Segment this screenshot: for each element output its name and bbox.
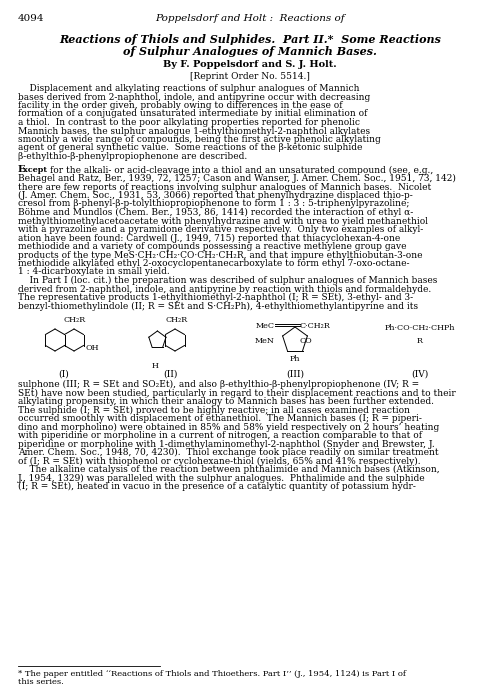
Text: The alkaline catalysis of the reaction between phthalimide and Mannich bases (At: The alkaline catalysis of the reaction b… (18, 465, 440, 474)
Text: (III): (III) (286, 370, 304, 379)
Text: with piperidine or morpholine in a current of nitrogen, a reaction comparable to: with piperidine or morpholine in a curre… (18, 431, 422, 440)
Text: products of the type MeS·CH₂·CH₂·CO·CH₂·CH₂R, and that impure ethylthiobutan-3-o: products of the type MeS·CH₂·CH₂·CO·CH₂·… (18, 251, 422, 260)
Text: 1 : 4-dicarboxylate in small yield.: 1 : 4-dicarboxylate in small yield. (18, 267, 170, 276)
Text: formation of a conjugated unsaturated intermediate by initial elimination of: formation of a conjugated unsaturated in… (18, 109, 368, 118)
Text: The representative products 1-ethylthiomethyl-2-naphthol (I; R = SEt), 3-ethyl- : The representative products 1-ethylthiom… (18, 293, 413, 302)
Text: ation have been found: Cardwell (J., 1949, 715) reported that thiacyclohexan-4-o: ation have been found: Cardwell (J., 194… (18, 233, 400, 243)
Text: dino and morpholino) were obtained in 85% and 58% yield respectively on 2 hours’: dino and morpholino) were obtained in 85… (18, 422, 440, 432)
Text: methiodide and a variety of compounds possessing a reactive methylene group gave: methiodide and a variety of compounds po… (18, 242, 406, 251)
Text: derived from 2-naphthol, indole, and antipyrine by reaction with thiols and form: derived from 2-naphthol, indole, and ant… (18, 285, 431, 294)
Text: for the alkali- or acid-cleavage into a thiol and an unsaturated compound (see, : for the alkali- or acid-cleavage into a … (50, 166, 433, 175)
Text: [Reprint Order No. 5514.]: [Reprint Order No. 5514.] (190, 72, 310, 81)
Text: CH₂R: CH₂R (166, 316, 188, 324)
Text: J., 1954, 1329) was paralleled with the sulphur analogues.  Phthalimide and the : J., 1954, 1329) was paralleled with the … (18, 473, 426, 482)
Text: methiodide alkylated ethyl 2-oxocyclopentanecarboxylate to form ethyl 7-oxo-octa: methiodide alkylated ethyl 2-oxocyclopen… (18, 259, 409, 268)
Text: CO: CO (300, 337, 313, 345)
Text: piperidine or morpholine with 1-dimethylaminomethyl-2-naphthol (Snyder and Brews: piperidine or morpholine with 1-dimethyl… (18, 439, 435, 449)
Text: of (I; R = SEt) with thiophenol or cyclohexane-thiol (yields, 65% and 41% respec: of (I; R = SEt) with thiophenol or cyclo… (18, 457, 420, 466)
Text: The sulphide (I; R = SEt) proved to be highly reactive; in all cases examined re: The sulphide (I; R = SEt) proved to be h… (18, 406, 410, 415)
Text: Reactions of Thiols and Sulphides.  Part II.*  Some Reactions: Reactions of Thiols and Sulphides. Part … (59, 34, 441, 45)
Text: SEt) have now been studied, particularly in regard to their displacement reactio: SEt) have now been studied, particularly… (18, 388, 456, 397)
Text: facility in the order given, probably owing to differences in the ease of: facility in the order given, probably ow… (18, 101, 342, 110)
Text: bases derived from 2-naphthol, indole, and antipyrine occur with decreasing: bases derived from 2-naphthol, indole, a… (18, 93, 370, 102)
Text: methylthiomethylacetoacetate with phenylhydrazine and with urea to yield methane: methylthiomethylacetoacetate with phenyl… (18, 216, 428, 226)
Text: alkylating propensity, in which their analogy to Mannich bases has been further : alkylating propensity, in which their an… (18, 397, 434, 406)
Text: sulphone (III; R = SEt and SO₂Et), and also β-ethylthio-β-phenylpropiophenone (I: sulphone (III; R = SEt and SO₂Et), and a… (18, 380, 419, 389)
Text: C·CH₂R: C·CH₂R (300, 322, 331, 330)
Text: smoothly a wide range of compounds, being the first active phenolic alkylating: smoothly a wide range of compounds, bein… (18, 135, 381, 144)
Text: xcept: xcept (23, 166, 47, 173)
Text: Ph·CO·CH₂·CHPh: Ph·CO·CH₂·CHPh (385, 324, 455, 332)
Text: Mannich bases, the sulphur analogue 1-ethylthiomethyl-2-naphthol alkylates: Mannich bases, the sulphur analogue 1-et… (18, 127, 370, 136)
Text: with a pyrazoline and a pyramidone derivative respectively.  Only two examples o: with a pyrazoline and a pyramidone deriv… (18, 225, 423, 234)
Text: benzyl-thiomethylindole (II; R = SEt and S·CH₂Ph), 4-ethylthiomethylantipyrine a: benzyl-thiomethylindole (II; R = SEt and… (18, 301, 418, 310)
Text: agent of general synthetic value.  Some reactions of the β-ketonic sulphide: agent of general synthetic value. Some r… (18, 143, 362, 152)
Text: OH: OH (86, 344, 100, 352)
Text: MeN: MeN (255, 337, 275, 345)
Text: (IV): (IV) (412, 370, 428, 379)
Text: of Sulphur Analogues of Mannich Bases.: of Sulphur Analogues of Mannich Bases. (123, 46, 377, 57)
Text: Böhme and Mundlos (Chem. Ber., 1953, 86, 1414) recorded the interaction of ethyl: Böhme and Mundlos (Chem. Ber., 1953, 86,… (18, 208, 413, 217)
Text: R: R (417, 337, 423, 345)
Text: cresol from β-phenyl-β-p-tolylthiopropiophenone to form 1 : 3 : 5-triphenylpyraz: cresol from β-phenyl-β-p-tolylthiopropio… (18, 200, 409, 209)
Text: (I): (I) (58, 370, 70, 379)
Text: there are few reports of reactions involving sulphur analogues of Mannich bases.: there are few reports of reactions invol… (18, 182, 431, 191)
Text: occurred smoothly with displacement of ethanethiol.  The Mannich bases (I; R = p: occurred smoothly with displacement of e… (18, 414, 422, 423)
Text: In Part I (loc. cit.) the preparation was described of sulphur analogues of Mann: In Part I (loc. cit.) the preparation wa… (18, 276, 438, 285)
Text: (I; R = SEt), heated in vacuo in the presence of a catalytic quantity of potassi: (I; R = SEt), heated in vacuo in the pre… (18, 482, 416, 491)
Text: H: H (152, 362, 158, 370)
Text: Behagel and Ratz, Ber., 1939, 72, 1257; Cason and Wanser, J. Amer. Chem. Soc., 1: Behagel and Ratz, Ber., 1939, 72, 1257; … (18, 174, 456, 183)
Text: a thiol.  In contrast to the poor alkylating properties reported for phenolic: a thiol. In contrast to the poor alkylat… (18, 118, 360, 127)
Text: β-ethylthio-β-phenylpropiophenone are described.: β-ethylthio-β-phenylpropiophenone are de… (18, 152, 247, 161)
Text: this series.: this series. (18, 678, 64, 686)
Text: (J. Amer. Chem. Soc., 1931, 53, 3066) reported that phenylhydrazine displaced th: (J. Amer. Chem. Soc., 1931, 53, 3066) re… (18, 191, 413, 200)
Text: By F. Poppelsdorf and S. J. Holt.: By F. Poppelsdorf and S. J. Holt. (163, 60, 337, 69)
Text: (II): (II) (163, 370, 177, 379)
Text: MeC: MeC (256, 322, 275, 330)
Text: E: E (18, 166, 26, 175)
Text: Amer. Chem. Soc., 1948, 70, 4230).  Thiol exchange took place readily on similar: Amer. Chem. Soc., 1948, 70, 4230). Thiol… (18, 448, 438, 457)
Text: Poppelsdorf and Holt :  Reactions of: Poppelsdorf and Holt : Reactions of (155, 14, 345, 23)
Text: 4094: 4094 (18, 14, 44, 23)
Text: CH₂R: CH₂R (64, 316, 86, 324)
Text: * The paper entitled ‘‘Reactions of Thiols and Thioethers. Part I’’ (J., 1954, 1: * The paper entitled ‘‘Reactions of Thio… (18, 670, 406, 678)
Text: Displacement and alkylating reactions of sulphur analogues of Mannich: Displacement and alkylating reactions of… (18, 84, 359, 93)
Text: Ph: Ph (290, 355, 300, 363)
